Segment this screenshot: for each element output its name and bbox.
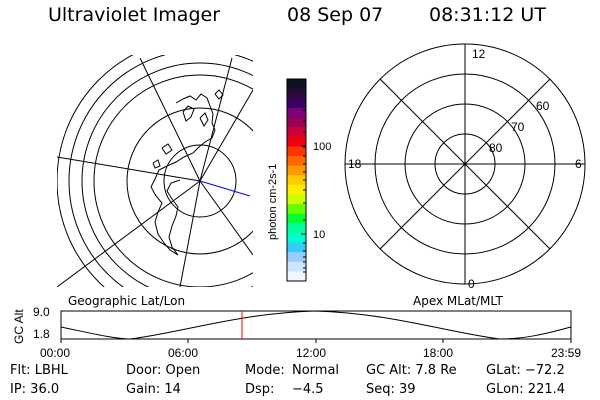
mlat-mlt-map bbox=[344, 43, 586, 285]
mlt-label-18: 18 bbox=[348, 157, 362, 171]
colorbar-cell bbox=[287, 127, 306, 138]
time-label: 08:31:12 UT bbox=[429, 4, 546, 26]
xtick-0000: 00:00 bbox=[40, 346, 70, 360]
colorbar-cell bbox=[287, 175, 306, 186]
gain-info: Gain: 14 bbox=[126, 382, 181, 397]
colorbar-cell bbox=[287, 204, 306, 215]
altitude-ylabel: GC Alt bbox=[12, 309, 26, 344]
colorbar-cell bbox=[287, 117, 306, 128]
colorbar-tick-100: 100 bbox=[313, 141, 331, 153]
ip-info: IP: 36.0 bbox=[10, 382, 60, 397]
mlt-label-12: 12 bbox=[472, 47, 486, 61]
date-label: 08 Sep 07 bbox=[287, 4, 384, 26]
ytick-1-8: 1.8 bbox=[33, 327, 50, 341]
mlat-label-80: 80 bbox=[489, 141, 503, 155]
colorbar-cell bbox=[287, 184, 306, 196]
colorbar-cell bbox=[287, 88, 306, 99]
geographic-caption: Geographic Lat/Lon bbox=[68, 294, 185, 308]
colorbar-cell bbox=[287, 213, 306, 224]
colorbar-cell bbox=[287, 79, 306, 90]
colorbar-cell bbox=[287, 165, 306, 176]
longitude-lines bbox=[57, 57, 253, 287]
colorbar-cell bbox=[287, 232, 306, 244]
geographic-map bbox=[57, 55, 253, 287]
xtick-1800: 18:00 bbox=[423, 346, 453, 360]
colorbar-cell bbox=[287, 136, 306, 147]
xtick-2359: 23:59 bbox=[551, 346, 581, 360]
time-ticks bbox=[60, 339, 572, 343]
instrument-title: Ultraviolet Imager bbox=[48, 4, 221, 26]
mlat-label-60: 60 bbox=[536, 99, 550, 113]
apex-caption: Apex MLat/MLT bbox=[413, 294, 503, 308]
xtick-0600: 06:00 bbox=[168, 346, 198, 360]
gc-alt-info: GC Alt: 7.8 Re bbox=[366, 363, 457, 378]
satellite-track bbox=[199, 180, 251, 197]
glon-info: GLon: 221.4 bbox=[486, 382, 566, 397]
dsp-value: −4.5 bbox=[292, 382, 324, 397]
colorbar-cell bbox=[287, 242, 306, 253]
antarctica-coastline bbox=[150, 89, 224, 256]
seq-info: Seq: 39 bbox=[366, 382, 416, 397]
dsp-label: Dsp: bbox=[245, 382, 275, 397]
door-info: Door: Open bbox=[126, 363, 201, 378]
altitude-plot: 9.0 1.8 GC Alt 00:00 06:00 12:00 18:00 2… bbox=[12, 305, 581, 360]
colorbar-cell bbox=[287, 98, 306, 109]
colorbar-cell bbox=[287, 271, 306, 282]
filter-info: Flt: LBHL bbox=[10, 363, 68, 378]
xtick-1200: 12:00 bbox=[296, 346, 326, 360]
mlat-label-70: 70 bbox=[511, 120, 525, 134]
colorbar-minor-ticks bbox=[301, 99, 306, 273]
colorbar-unit-label: photon cm-2s-1 bbox=[267, 164, 279, 240]
colorbar-cell bbox=[287, 194, 306, 205]
colorbar-cell bbox=[287, 261, 306, 272]
mlt-label-0: 0 bbox=[468, 277, 475, 291]
glat-info: GLat: −72.2 bbox=[486, 363, 565, 378]
mode-label: Mode: bbox=[245, 363, 285, 378]
colorbar: 100 10 photon cm-2s-1 bbox=[267, 78, 331, 282]
ytick-9: 9.0 bbox=[33, 305, 50, 319]
colorbar-cell bbox=[287, 252, 306, 263]
colorbar-cell bbox=[287, 107, 306, 119]
altitude-curve bbox=[60, 310, 572, 340]
colorbar-cell bbox=[287, 223, 306, 234]
mode-value: Normal bbox=[292, 363, 340, 378]
colorbar-cell bbox=[287, 155, 306, 167]
mlt-label-6: 6 bbox=[575, 157, 582, 171]
colorbar-tick-10: 10 bbox=[313, 229, 325, 241]
colorbar-cell bbox=[287, 146, 306, 157]
latitude-circles bbox=[57, 55, 253, 287]
